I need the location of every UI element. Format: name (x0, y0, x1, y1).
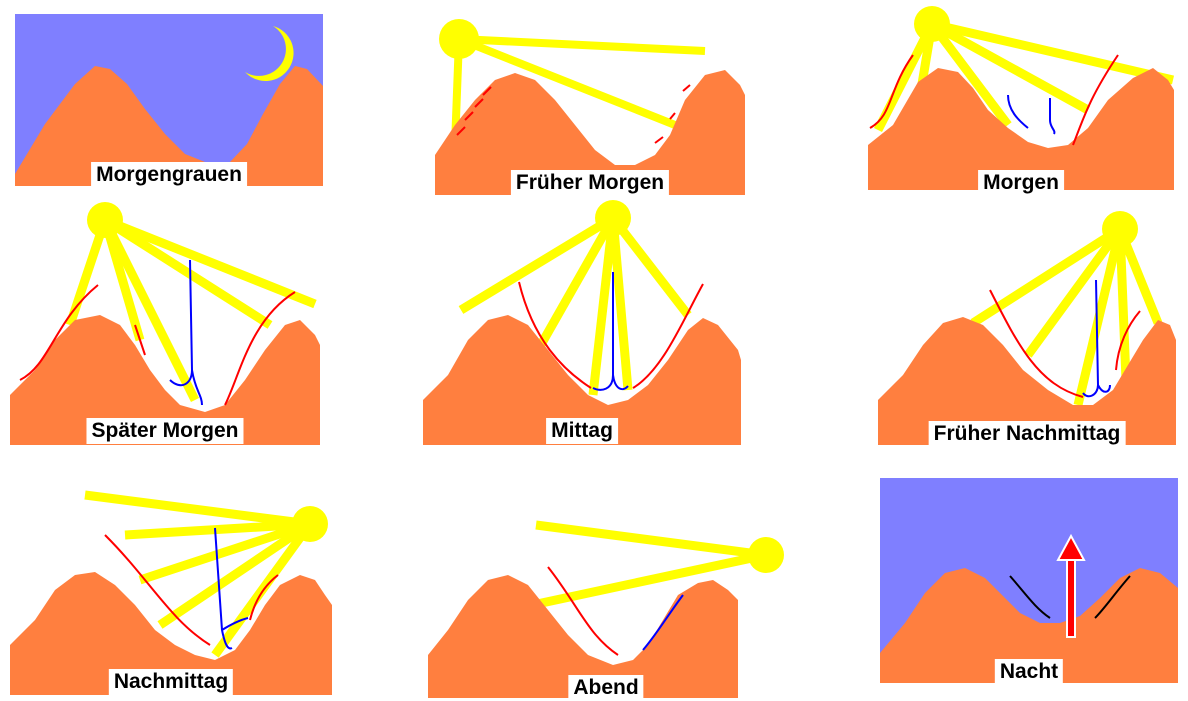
caption: Nacht (994, 659, 1064, 685)
panel-frueher-nachmittag: Früher Nachmittag (878, 205, 1176, 447)
sun-icon (292, 506, 328, 542)
caption: Früher Morgen (510, 170, 670, 196)
early-morning-scene (435, 19, 745, 195)
sun-icon (748, 537, 784, 573)
mountains (10, 315, 320, 445)
sun-rays (522, 520, 767, 612)
mountains (880, 568, 1178, 683)
sun-rays (458, 214, 692, 396)
warm-wind-right (224, 291, 296, 406)
mountains (435, 70, 745, 195)
mountains (10, 572, 332, 695)
warm-wind-right (1072, 54, 1119, 146)
cool-wind (1082, 279, 1111, 398)
panel-morgengrauen: Morgengrauen (15, 14, 323, 188)
warm-wind-left (989, 289, 1084, 398)
panel-abend: Abend (428, 515, 784, 701)
warm-wind-left (19, 284, 99, 381)
warm-wind-small (134, 324, 146, 356)
sun-rays (970, 225, 1163, 407)
panel-mittag: Mittag (423, 200, 741, 445)
cool-wind (592, 272, 629, 391)
cool-wind (169, 259, 203, 406)
caption: Nachmittag (108, 669, 234, 695)
mountains (868, 68, 1174, 190)
panel-frueher-morgen: Früher Morgen (435, 15, 745, 196)
afternoon-scene (10, 490, 332, 695)
warm-wind-left (104, 534, 211, 646)
mountains (423, 315, 741, 445)
cool-wind (642, 594, 684, 651)
warm-wind (547, 566, 619, 656)
sun-icon (1102, 211, 1138, 247)
morning-scene (868, 6, 1175, 190)
mountains (878, 317, 1176, 445)
late-morning-scene (10, 202, 320, 445)
sun-rays (84, 490, 314, 658)
mountain-left (15, 66, 323, 186)
night-flow-right (1094, 575, 1131, 619)
moon-icon (245, 26, 294, 81)
panel-spaeter-morgen: Später Morgen (10, 200, 320, 445)
night-flow-left (1009, 575, 1051, 619)
evening-scene (428, 520, 784, 698)
panel-nachmittag: Nachmittag (10, 480, 332, 695)
warm-wind-right (249, 574, 279, 621)
sun-icon (595, 200, 631, 236)
mountains (428, 575, 738, 698)
cool-wind (214, 527, 249, 650)
caption: Später Morgen (86, 418, 244, 444)
panel-nacht: Nacht (880, 478, 1178, 685)
caption: Mittag (546, 418, 618, 444)
warm-wind-left (869, 54, 914, 129)
warm-wind-left (518, 281, 592, 389)
noon-scene (423, 200, 741, 445)
sun-icon (914, 6, 950, 42)
early-afternoon-scene (878, 211, 1176, 445)
caption: Abend (568, 675, 644, 701)
caption: Früher Nachmittag (928, 421, 1126, 447)
cool-wind-1 (1007, 94, 1029, 129)
caption: Morgen (978, 170, 1064, 196)
warm-wind-right (1115, 310, 1141, 371)
warm-wind-right (632, 283, 704, 389)
caption: Morgengrauen (91, 162, 247, 188)
dawn-scene (15, 14, 323, 186)
sun-icon (87, 202, 123, 238)
cool-wind-2 (1049, 98, 1056, 135)
night-scene (880, 478, 1178, 683)
panel-morgen: Morgen (868, 6, 1175, 196)
warm-wind-arrows (456, 84, 691, 144)
sun-icon (439, 19, 479, 59)
rising-air-arrow-icon (1056, 533, 1086, 638)
